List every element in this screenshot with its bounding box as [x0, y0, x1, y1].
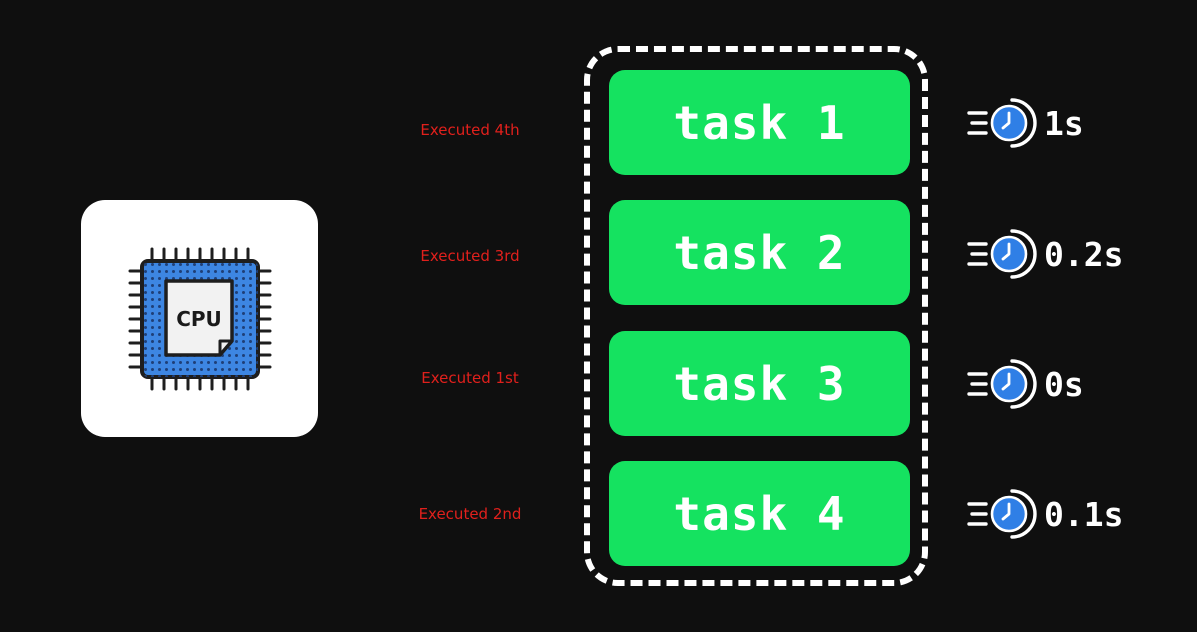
task-1-block: task 1	[609, 70, 910, 175]
speed-clock-icon	[967, 489, 1037, 539]
speed-clock-icon	[967, 98, 1037, 148]
task-3-timer: 0s	[966, 356, 1084, 412]
task-4-block: task 4	[609, 461, 910, 566]
task-2-block: task 2	[609, 200, 910, 305]
speed-clock-icon	[967, 229, 1037, 279]
task-2-execution-order: Executed 3rd	[420, 247, 520, 265]
task-queue	[584, 46, 928, 586]
task-2-label: task 2	[673, 225, 846, 280]
speed-clock-icon	[967, 359, 1037, 409]
task-1-timer: 1s	[966, 95, 1084, 151]
task-2-duration: 0.2s	[1044, 234, 1124, 274]
task-1-duration: 1s	[1044, 103, 1084, 143]
task-2-timer: 0.2s	[966, 226, 1123, 282]
task-4-duration: 0.1s	[1044, 494, 1124, 534]
task-4-label: task 4	[673, 486, 846, 541]
task-3-execution-order: Executed 1st	[421, 369, 519, 387]
task-3-label: task 3	[673, 356, 846, 411]
cpu-chip-icon: CPU	[128, 247, 272, 391]
task-4-timer: 0.1s	[966, 486, 1123, 542]
cpu-label: CPU	[176, 307, 222, 331]
task-4-execution-order: Executed 2nd	[418, 505, 522, 523]
task-1-execution-order: Executed 4th	[420, 121, 520, 139]
task-3-duration: 0s	[1044, 364, 1084, 404]
task-3-block: task 3	[609, 331, 910, 436]
cpu-card: CPU	[81, 200, 318, 437]
task-1-label: task 1	[673, 95, 846, 150]
